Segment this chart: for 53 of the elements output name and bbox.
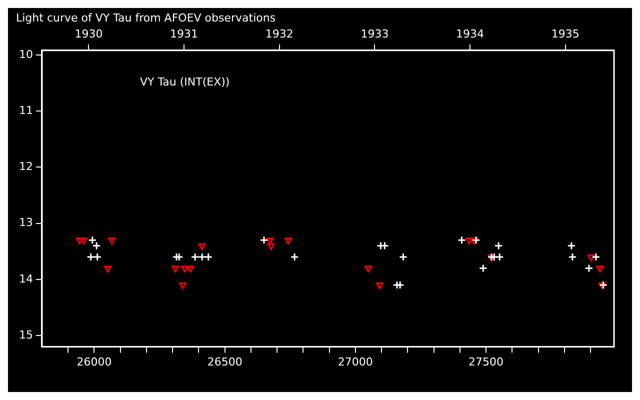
point	[568, 252, 577, 262]
x2-tick-label: 1935	[551, 28, 580, 41]
point	[584, 264, 594, 272]
point	[204, 252, 213, 262]
y-tick-label: 15	[18, 328, 33, 342]
point	[398, 252, 408, 262]
x-tick-label: 27000	[338, 355, 373, 368]
point	[260, 236, 268, 244]
point	[364, 266, 372, 272]
point	[457, 236, 466, 244]
x-tick-label: 27500	[468, 355, 504, 368]
point	[108, 238, 116, 244]
point	[198, 243, 206, 250]
point	[490, 252, 498, 262]
point	[80, 238, 88, 244]
point	[494, 242, 503, 250]
point	[592, 252, 600, 262]
point	[76, 238, 84, 244]
point	[587, 254, 596, 262]
x-tick-label: 26000	[76, 355, 112, 368]
annotation: VY Tau (INT(EX))	[140, 75, 230, 88]
point	[376, 282, 384, 290]
y-tick-label: 10	[18, 48, 33, 61]
point	[172, 266, 180, 272]
point	[284, 238, 292, 244]
y-tick-label: 12	[18, 160, 33, 174]
point	[567, 242, 576, 250]
x2-tick-label: 1933	[360, 28, 389, 41]
x-tick-label: 26500	[207, 355, 242, 368]
point	[104, 266, 112, 272]
point	[190, 252, 200, 262]
x2-tick-label: 1930	[74, 28, 103, 41]
point	[466, 238, 474, 244]
point	[198, 252, 206, 262]
x2-tick-label: 1934	[456, 28, 484, 41]
x2-tick-label: 1932	[265, 28, 294, 41]
point	[266, 238, 274, 244]
point	[290, 252, 299, 262]
point	[495, 252, 504, 262]
chart-title: Light curve of VY Tau from AFOEV observations	[16, 11, 276, 24]
point	[186, 266, 194, 272]
y-tick-label: 13	[18, 216, 33, 230]
y-tick-label: 14	[18, 272, 33, 286]
point	[478, 264, 488, 272]
point	[178, 282, 187, 290]
point	[86, 252, 96, 262]
point	[174, 252, 184, 262]
point	[596, 266, 604, 272]
y-tick-label: 11	[18, 104, 33, 117]
point	[181, 266, 189, 272]
x2-tick-label: 1931	[170, 28, 198, 41]
point	[93, 252, 102, 262]
point	[267, 243, 275, 250]
